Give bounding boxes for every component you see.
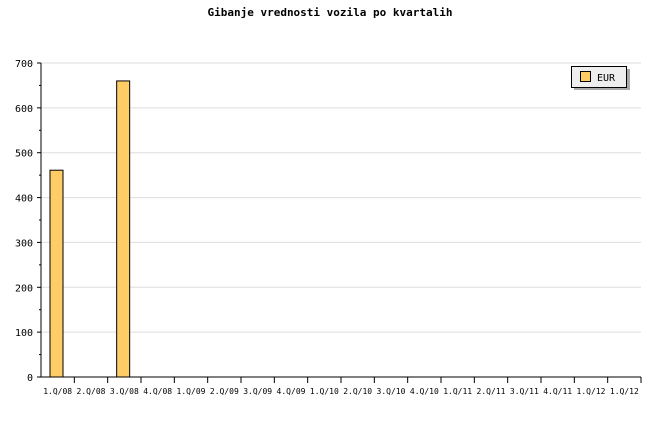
x-tick-label: 4.Q/09 xyxy=(277,387,306,396)
x-tick-label: 2.Q/08 xyxy=(77,387,106,396)
x-tick-label: 1.Q/08 xyxy=(43,387,72,396)
x-tick-label: 1.Q/09 xyxy=(177,387,206,396)
y-tick-label: 700 xyxy=(15,59,33,70)
x-tick-label: 2.Q/10 xyxy=(343,387,372,396)
y-tick-label: 300 xyxy=(15,238,33,249)
y-tick-label: 600 xyxy=(15,104,33,115)
x-tick-label: 1.Q/12 xyxy=(577,387,606,396)
x-tick-label: 2.Q/09 xyxy=(210,387,239,396)
bar xyxy=(116,80,131,378)
y-tick-label: 100 xyxy=(15,328,33,339)
y-tick-label: 0 xyxy=(27,373,33,384)
legend-label: EUR xyxy=(597,73,616,84)
x-tick-label: 3.Q/09 xyxy=(243,387,272,396)
x-tick-label: 4.Q/10 xyxy=(410,387,439,396)
y-tick-label: 400 xyxy=(15,194,33,205)
bar xyxy=(49,169,64,378)
x-tick-label: 4.Q/11 xyxy=(543,387,572,396)
x-tick-label: 3.Q/08 xyxy=(110,387,139,396)
x-tick-label: 1.Q/12 xyxy=(610,387,639,396)
y-tick-label: 500 xyxy=(15,149,33,160)
x-tick-label: 1.Q/10 xyxy=(310,387,339,396)
x-tick-label: 1.Q/11 xyxy=(443,387,472,396)
legend-swatch xyxy=(580,71,591,82)
x-tick-label: 3.Q/10 xyxy=(377,387,406,396)
x-tick-label: 2.Q/11 xyxy=(477,387,506,396)
y-tick-label: 200 xyxy=(15,283,33,294)
chart-title: Gibanje vrednosti vozila po kvartalih xyxy=(207,6,452,19)
x-tick-label: 3.Q/11 xyxy=(510,387,539,396)
x-tick-label: 4.Q/08 xyxy=(143,387,172,396)
